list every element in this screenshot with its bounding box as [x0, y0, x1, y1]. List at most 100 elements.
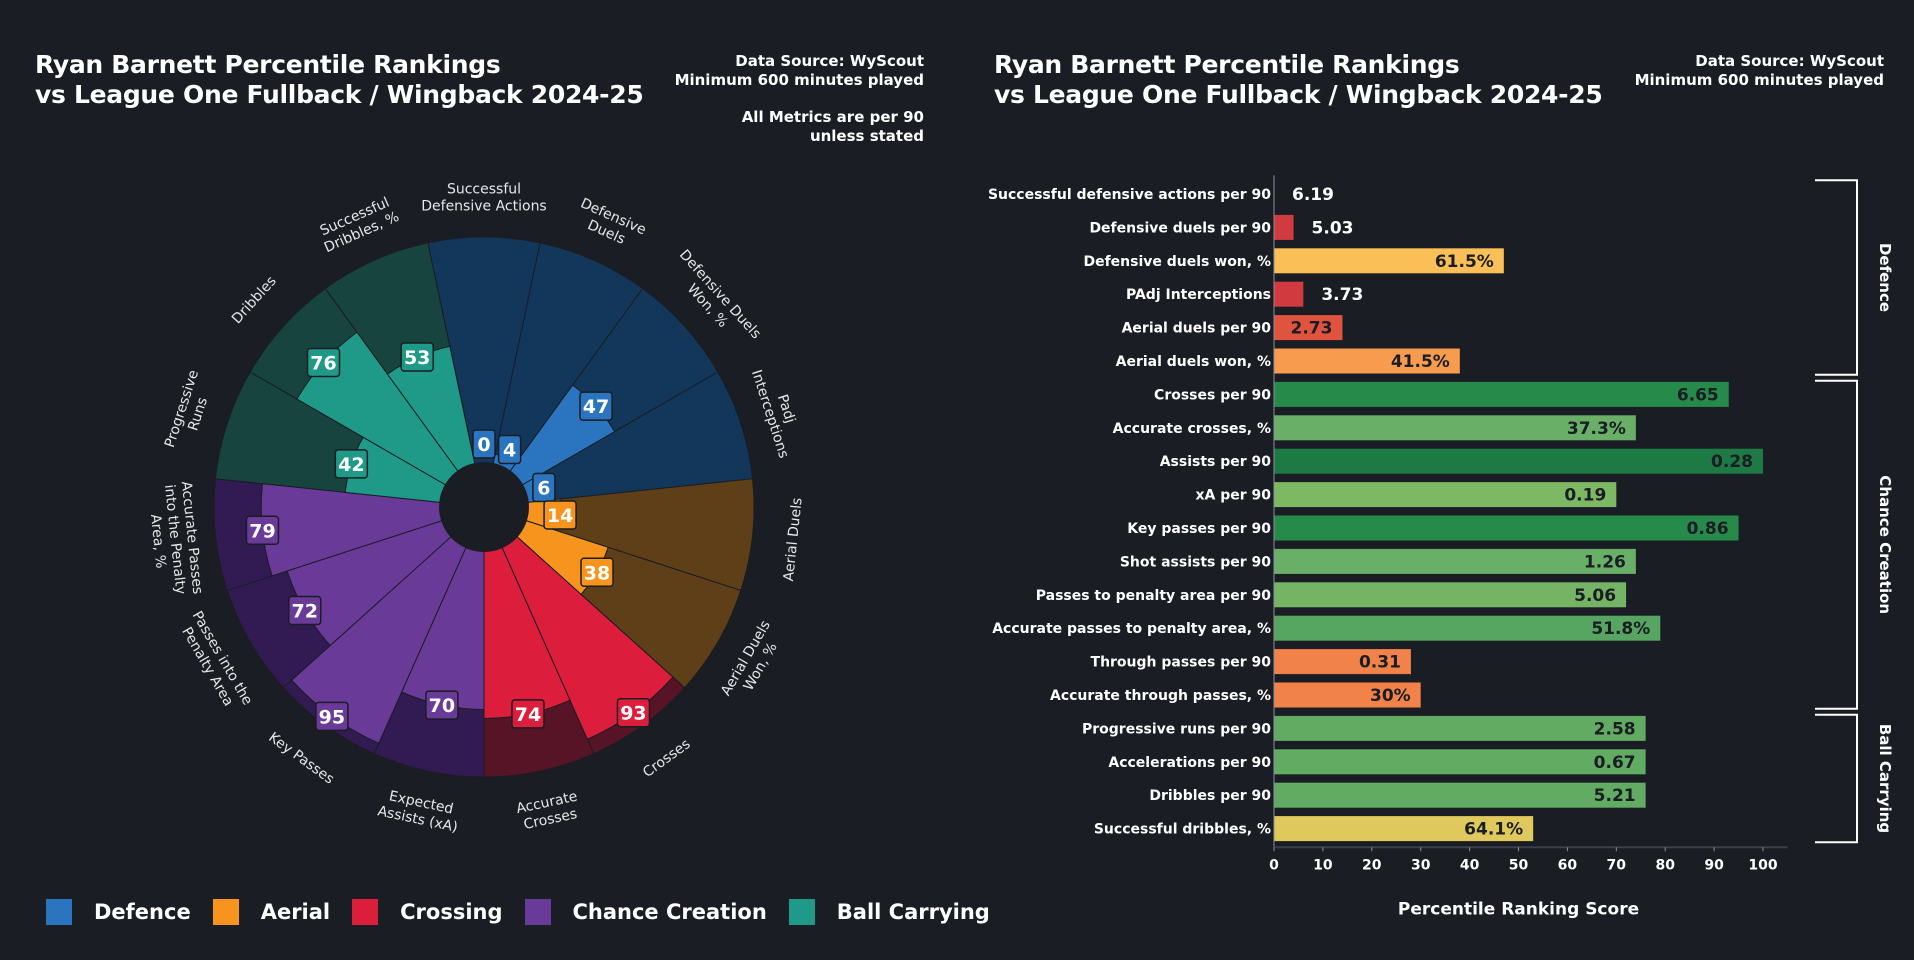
legend-label: Aerial: [260, 900, 331, 924]
bar-value-label: 37.3%: [1567, 419, 1626, 439]
bar-value-label: 5.06: [1574, 586, 1616, 606]
bar-row-crosses-per-90: Crosses per 90 6.65: [1154, 381, 1729, 407]
bar-category-label: Accurate through passes, %: [1050, 688, 1271, 704]
bar-title: Ryan Barnett Percentile Rankings vs Leag…: [994, 50, 1603, 110]
legend-swatch: [46, 899, 72, 925]
pizza-source-line1: Data Source: WyScout: [735, 52, 924, 70]
bar-category-label: Progressive runs per 90: [1082, 721, 1271, 737]
pizza-value-label: 38: [584, 562, 610, 584]
pizza-title-line1: Ryan Barnett Percentile Rankings: [35, 50, 501, 79]
pizza-value-label: 14: [547, 505, 573, 527]
bar-row-accurate-passes-to-penalty-area: Accurate passes to penalty area, % 51.8%: [992, 615, 1661, 641]
pizza-value-label: 72: [292, 601, 318, 623]
bar: [1274, 315, 1343, 341]
x-tick-label: 30: [1411, 857, 1431, 873]
pizza-value-badge-accurate-passes-into-the-penalty-area: 79: [245, 515, 280, 546]
pizza-value-badge-progressive-runs: 42: [334, 449, 369, 479]
bar-source-line1: Data Source: WyScout: [1695, 52, 1884, 70]
bar-row-xa-per-90: xA per 90 0.19: [1195, 482, 1617, 508]
bar: [1274, 682, 1421, 708]
pizza-label-defensive-duels: DefensiveDuels: [571, 195, 648, 254]
bar-row-passes-to-penalty-area-per-90: Passes to penalty area per 90 5.06: [1036, 582, 1627, 608]
pizza-center-hole: [439, 462, 529, 552]
bar: [1274, 281, 1304, 307]
pizza-value-badge-defensive-duels: 4: [497, 434, 522, 465]
bracket-line: [1815, 179, 1858, 376]
pizza-value-label: 6: [537, 478, 550, 500]
pizza-value-badge-defensive-duels-won: 47: [579, 391, 613, 421]
legend-label: Chance Creation: [572, 900, 767, 924]
group-bracket-chance-creation: Chance Creation: [1815, 379, 1894, 710]
pizza-label-aerial-duels-won: Aerial DuelsWon, %: [718, 618, 789, 707]
pizza-label-successful-defensive-actions: Successful Defensive Actions: [421, 182, 546, 215]
bar-category-label: Aerial duels won, %: [1116, 354, 1271, 370]
bar-category-label: Passes to penalty area per 90: [1036, 588, 1272, 604]
bar-value-label: 0.19: [1564, 486, 1606, 506]
x-tick-label: 90: [1704, 857, 1724, 873]
pizza-value-label: 0: [477, 434, 490, 456]
x-tick-label: 0: [1269, 857, 1279, 873]
pizza-slice-bg-defensive-duels: [483, 242, 644, 508]
pizza-label-expected-assists-xa: ExpectedAssists (xA): [376, 787, 462, 836]
bar-row-dribbles-per-90: Dribbles per 90 5.21: [1149, 782, 1646, 808]
bar-category-label: Accelerations per 90: [1108, 755, 1271, 771]
bar-category-label: Through passes per 90: [1091, 655, 1272, 671]
bar: [1274, 415, 1636, 441]
legend-item-chance-creation: Chance Creation: [524, 899, 767, 925]
pizza-note-line1: All Metrics are per 90: [741, 108, 924, 126]
bar-category-label: Crosses per 90: [1154, 387, 1271, 403]
bar-row-padj-interceptions: PAdj Interceptions 3.73: [1126, 281, 1363, 307]
pizza-value-badge-successful-dribbles: 53: [400, 342, 434, 372]
pizza-note-line2: unless stated: [809, 127, 924, 145]
bar: [1274, 448, 1763, 474]
pizza-label-dribbles: Dribbles: [229, 273, 280, 327]
bar: [1274, 816, 1534, 842]
bar-row-through-passes-per-90: Through passes per 90 0.31: [1091, 649, 1411, 675]
x-tick-label: 70: [1607, 857, 1627, 873]
pizza-value-label: 76: [310, 352, 336, 374]
bar-value-label: 0.31: [1359, 653, 1401, 673]
bar-value-label: 2.73: [1291, 319, 1333, 339]
bar-category-label: PAdj Interceptions: [1126, 287, 1271, 303]
pizza-title-line2: vs League One Fullback / Wingback 2024-2…: [35, 80, 644, 109]
pizza-value-badge-padj-interceptions: 6: [532, 472, 556, 503]
bar-title-line2: vs League One Fullback / Wingback 2024-2…: [994, 80, 1603, 109]
bar: [1274, 515, 1739, 541]
group-bracket-ball-carrying: Ball Carrying: [1815, 713, 1894, 844]
bar-category-label: Key passes per 90: [1127, 521, 1271, 537]
bar: [1274, 214, 1294, 240]
legend-label: Crossing: [400, 900, 503, 924]
bar-value-label: 0.28: [1711, 452, 1753, 472]
bar-row-progressive-runs-per-90: Progressive runs per 90 2.58: [1082, 715, 1646, 741]
bar-category-label: Successful dribbles, %: [1094, 822, 1271, 838]
bar: [1274, 715, 1646, 741]
pizza-value-badge-successful-defensive-actions: 0: [472, 429, 496, 459]
bar-category-label: Successful defensive actions per 90: [988, 187, 1271, 203]
pizza-label-successful-dribbles: SuccessfulDribbles, %: [315, 193, 402, 256]
bar-row-shot-assists-per-90: Shot assists per 90 1.26: [1120, 548, 1636, 574]
bar: [1274, 582, 1627, 608]
pizza-label-progressive-runs: ProgressiveRuns: [162, 368, 218, 455]
pizza-slice-bg-successful-defensive-actions: [427, 236, 541, 508]
bar-row-aerial-duels-per-90: Aerial duels per 90 2.73: [1122, 315, 1343, 341]
bar-value-label: 30%: [1370, 686, 1411, 706]
pizza-value-badge-passes-into-the-penalty-area: 72: [287, 595, 322, 626]
bar: [1274, 248, 1504, 274]
bar-source-line2: Minimum 600 minutes played: [1634, 71, 1884, 89]
bar-value-label: 5.21: [1594, 786, 1636, 806]
bar-row-assists-per-90: Assists per 90 0.28: [1160, 448, 1763, 474]
pizza-value-badge-expected-assists-xa: 70: [425, 690, 459, 720]
x-tick-label: 40: [1460, 857, 1480, 873]
bar-value-label: 0.67: [1594, 753, 1636, 773]
pizza-source: Data Source: WyScout Minimum 600 minutes…: [675, 52, 924, 146]
pizza-value-label: 53: [404, 347, 430, 369]
pizza-value-label: 93: [620, 703, 646, 725]
pizza-value-badge-accurate-crosses: 74: [511, 699, 545, 729]
bar-row-accelerations-per-90: Accelerations per 90 0.67: [1108, 749, 1646, 775]
pizza-source-line2: Minimum 600 minutes played: [674, 71, 924, 89]
bracket-line: [1815, 379, 1858, 710]
bar: [1274, 548, 1636, 574]
pizza-value-label: 70: [429, 695, 455, 717]
legend-item-defence: Defence: [46, 899, 191, 925]
bar: [1274, 482, 1617, 508]
